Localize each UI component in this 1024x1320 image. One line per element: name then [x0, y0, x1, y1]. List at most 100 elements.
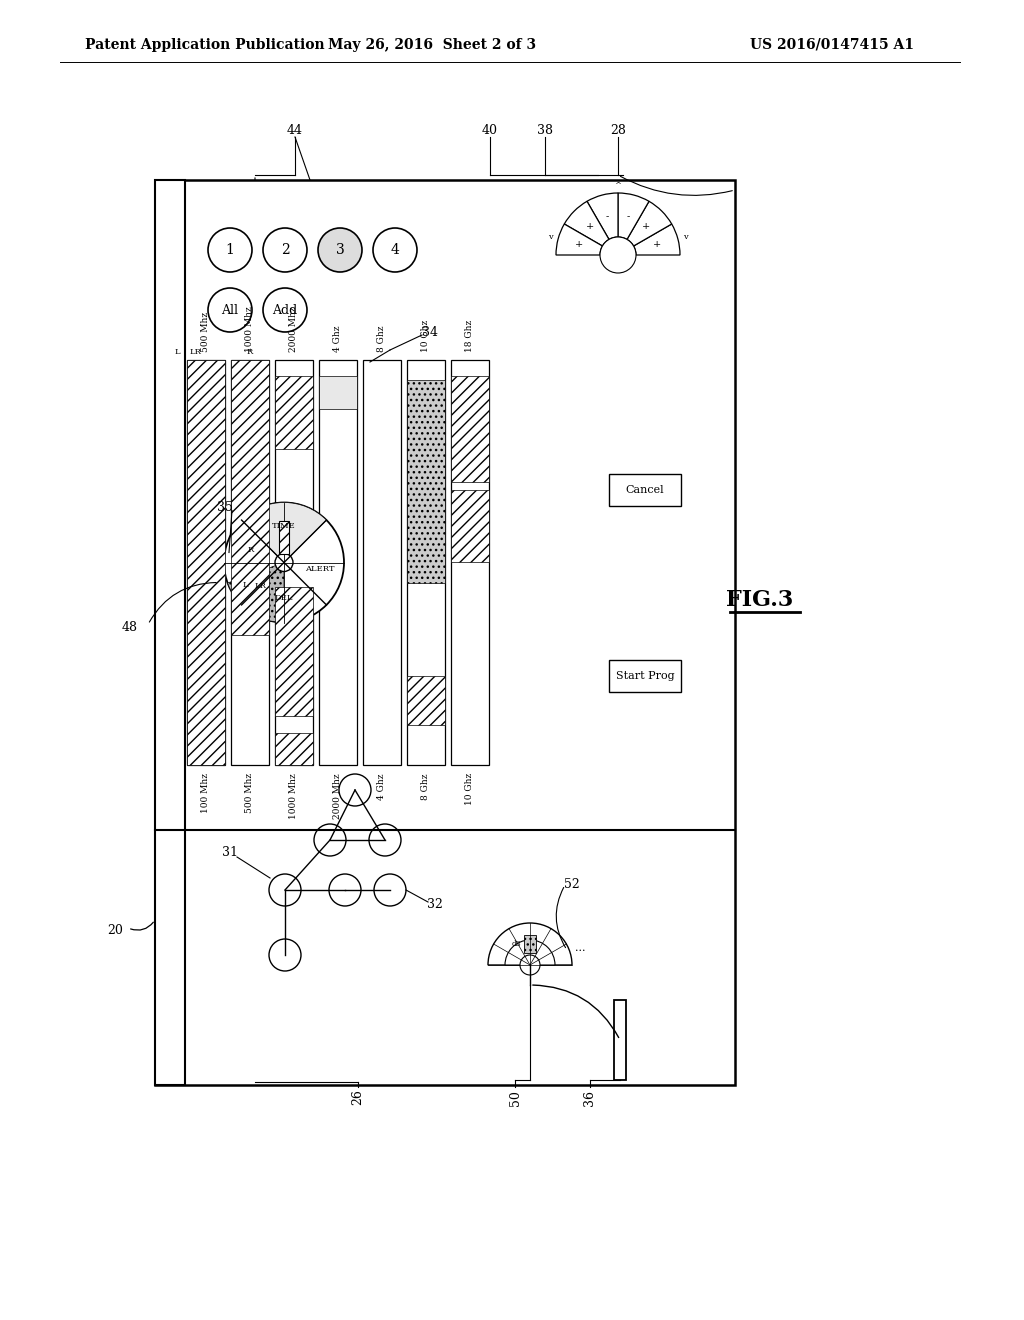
- Text: 2000 Mhz: 2000 Mhz: [334, 774, 342, 818]
- Bar: [275, 733, 313, 766]
- Bar: [231, 360, 269, 766]
- Text: 44: 44: [287, 124, 303, 136]
- Text: 35: 35: [217, 502, 232, 513]
- Circle shape: [224, 503, 344, 623]
- Text: 38: 38: [537, 124, 553, 136]
- Text: 34: 34: [422, 326, 438, 338]
- Bar: [524, 935, 536, 953]
- Text: 26: 26: [351, 1089, 365, 1105]
- Wedge shape: [227, 562, 284, 623]
- Text: R: R: [247, 546, 253, 554]
- Wedge shape: [627, 202, 672, 246]
- Circle shape: [318, 228, 362, 272]
- Bar: [187, 360, 225, 766]
- Text: 40: 40: [482, 124, 498, 136]
- Text: 48: 48: [122, 620, 138, 634]
- Wedge shape: [587, 193, 618, 239]
- Text: 2: 2: [281, 243, 290, 257]
- Wedge shape: [242, 503, 327, 562]
- Bar: [609, 474, 681, 506]
- Circle shape: [269, 939, 301, 972]
- Text: 10 Ghz: 10 Ghz: [422, 319, 430, 352]
- Bar: [407, 676, 445, 725]
- Bar: [362, 360, 401, 766]
- Text: US 2016/0147415 A1: US 2016/0147415 A1: [750, 38, 914, 51]
- Text: -: -: [627, 213, 630, 220]
- Circle shape: [339, 774, 371, 807]
- Bar: [407, 380, 445, 582]
- Circle shape: [269, 874, 301, 906]
- Text: R: R: [247, 348, 253, 356]
- Text: 32: 32: [427, 899, 443, 912]
- Text: 2000 Mhz: 2000 Mhz: [290, 306, 299, 352]
- Circle shape: [369, 824, 401, 855]
- Text: 28: 28: [610, 124, 626, 136]
- Text: Patent Application Publication: Patent Application Publication: [85, 38, 325, 51]
- Bar: [451, 376, 489, 482]
- Text: 500 Mhz: 500 Mhz: [202, 312, 211, 352]
- Text: May 26, 2016  Sheet 2 of 3: May 26, 2016 Sheet 2 of 3: [328, 38, 536, 51]
- Circle shape: [208, 288, 252, 333]
- Bar: [187, 360, 225, 766]
- Text: 500 Mhz: 500 Mhz: [246, 774, 255, 813]
- Text: 8 Ghz: 8 Ghz: [422, 774, 430, 800]
- Text: +: +: [575, 240, 584, 249]
- Text: 4 Ghz: 4 Ghz: [334, 326, 342, 352]
- Bar: [319, 376, 357, 409]
- Text: All: All: [221, 304, 239, 317]
- Bar: [319, 360, 357, 766]
- Bar: [614, 1001, 626, 1080]
- Text: ^: ^: [614, 181, 622, 189]
- Bar: [155, 180, 735, 1085]
- Text: v: v: [683, 232, 688, 240]
- Bar: [451, 360, 489, 766]
- Text: +: +: [642, 222, 650, 231]
- Circle shape: [520, 954, 540, 975]
- Text: LR: LR: [255, 582, 266, 590]
- Text: 3: 3: [336, 243, 344, 257]
- Circle shape: [263, 288, 307, 333]
- Circle shape: [208, 228, 252, 272]
- Wedge shape: [634, 224, 680, 255]
- Text: 52: 52: [564, 879, 580, 891]
- Text: L: L: [174, 348, 180, 356]
- Wedge shape: [618, 193, 649, 239]
- Bar: [155, 180, 185, 1085]
- Text: 8 Ghz: 8 Ghz: [378, 326, 386, 352]
- Circle shape: [373, 228, 417, 272]
- Text: Cancel: Cancel: [626, 484, 665, 495]
- Text: 50: 50: [509, 1090, 521, 1106]
- Text: -: -: [606, 213, 609, 220]
- Text: 1: 1: [225, 243, 234, 257]
- Text: v: v: [548, 232, 553, 240]
- Text: 18 Ghz: 18 Ghz: [466, 319, 474, 352]
- Bar: [231, 360, 269, 635]
- Text: 31: 31: [222, 846, 238, 858]
- Circle shape: [275, 553, 293, 572]
- Text: LR: LR: [189, 348, 201, 356]
- Wedge shape: [564, 202, 609, 246]
- Text: 10 Ghz: 10 Ghz: [466, 774, 474, 805]
- Bar: [275, 360, 313, 766]
- Circle shape: [329, 874, 361, 906]
- Wedge shape: [556, 224, 602, 255]
- Text: 4: 4: [390, 243, 399, 257]
- Text: 20: 20: [108, 924, 123, 936]
- Circle shape: [600, 238, 636, 273]
- Text: Start Prog: Start Prog: [615, 671, 675, 681]
- Wedge shape: [505, 940, 555, 965]
- Text: ...: ...: [574, 944, 586, 953]
- Text: Add: Add: [272, 304, 298, 317]
- Text: ALERT: ALERT: [305, 565, 334, 573]
- Bar: [451, 490, 489, 562]
- Text: 36: 36: [584, 1090, 597, 1106]
- Text: +: +: [652, 240, 660, 249]
- Text: 4 Ghz: 4 Ghz: [378, 774, 386, 800]
- Text: +: +: [586, 222, 594, 231]
- Bar: [279, 520, 289, 553]
- Text: TIME: TIME: [272, 523, 296, 531]
- Circle shape: [263, 228, 307, 272]
- Bar: [275, 376, 313, 449]
- Wedge shape: [488, 923, 572, 965]
- Text: 100 Mhz: 100 Mhz: [202, 774, 211, 813]
